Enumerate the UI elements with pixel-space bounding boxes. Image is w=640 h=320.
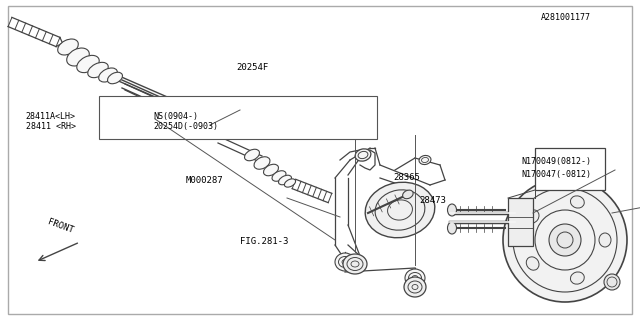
Text: 20254D(-0903): 20254D(-0903) xyxy=(154,122,219,131)
Text: FRONT: FRONT xyxy=(46,217,74,235)
Ellipse shape xyxy=(447,222,456,234)
Text: NS(0904-): NS(0904-) xyxy=(154,112,198,121)
Text: 28365: 28365 xyxy=(394,173,420,182)
Text: 28411 <RH>: 28411 <RH> xyxy=(26,122,76,131)
Ellipse shape xyxy=(355,149,371,161)
Ellipse shape xyxy=(570,272,584,284)
Circle shape xyxy=(549,224,581,256)
Ellipse shape xyxy=(447,204,456,216)
Text: 20254F: 20254F xyxy=(237,63,269,72)
Ellipse shape xyxy=(405,269,425,287)
Circle shape xyxy=(604,274,620,290)
Ellipse shape xyxy=(599,233,611,247)
Ellipse shape xyxy=(526,257,539,270)
Ellipse shape xyxy=(278,175,291,185)
Ellipse shape xyxy=(419,156,431,164)
Ellipse shape xyxy=(108,72,122,84)
Ellipse shape xyxy=(175,105,191,117)
Text: N170047(-0812): N170047(-0812) xyxy=(522,170,591,179)
Text: A281001177: A281001177 xyxy=(541,13,591,22)
Bar xyxy=(535,148,605,190)
Ellipse shape xyxy=(184,112,200,124)
Text: 28411A<LH>: 28411A<LH> xyxy=(26,112,76,121)
Ellipse shape xyxy=(67,48,90,66)
Ellipse shape xyxy=(207,128,219,138)
Ellipse shape xyxy=(193,118,207,130)
Ellipse shape xyxy=(335,253,355,271)
Text: M000287: M000287 xyxy=(186,176,223,185)
Ellipse shape xyxy=(58,39,78,55)
Ellipse shape xyxy=(272,171,286,181)
Ellipse shape xyxy=(365,182,435,238)
Text: 28473: 28473 xyxy=(419,196,446,204)
Circle shape xyxy=(503,178,627,302)
Ellipse shape xyxy=(404,277,426,297)
Ellipse shape xyxy=(99,68,117,82)
Text: FIG.281-3: FIG.281-3 xyxy=(240,237,289,246)
Ellipse shape xyxy=(284,179,296,187)
Ellipse shape xyxy=(570,196,584,208)
Ellipse shape xyxy=(343,254,367,274)
Ellipse shape xyxy=(200,124,214,134)
Ellipse shape xyxy=(77,55,99,73)
Ellipse shape xyxy=(244,149,259,161)
Ellipse shape xyxy=(403,190,413,199)
Text: N170049(0812-): N170049(0812-) xyxy=(522,157,591,166)
Bar xyxy=(99,96,377,139)
Ellipse shape xyxy=(264,164,278,176)
Bar xyxy=(508,198,533,246)
Ellipse shape xyxy=(526,210,539,223)
Ellipse shape xyxy=(254,157,270,169)
Ellipse shape xyxy=(88,62,108,78)
